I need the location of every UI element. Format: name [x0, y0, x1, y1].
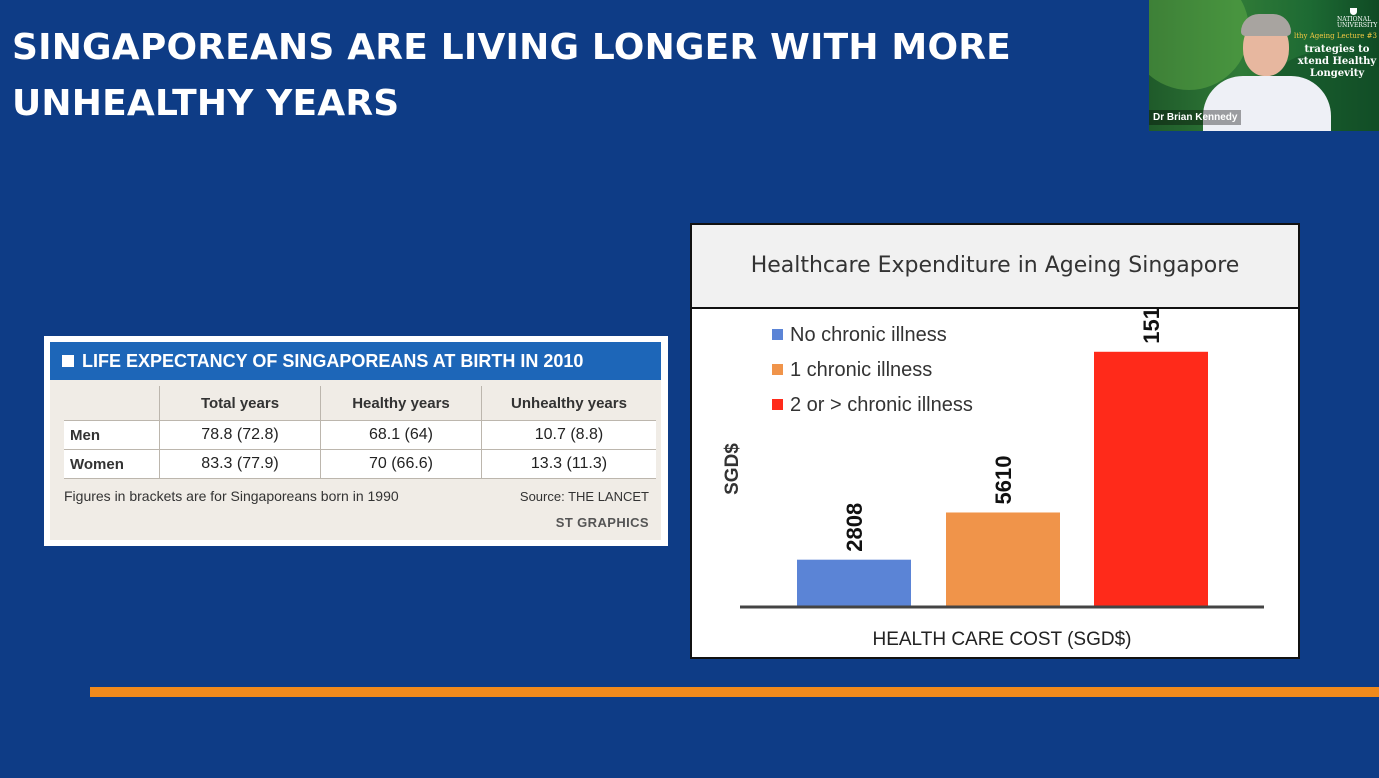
- webcam-lecture-title-line: trategies to: [1304, 44, 1370, 55]
- legend-label-2: 2 or > chronic illness: [790, 394, 973, 416]
- life-expectancy-table: Total years Healthy years Unhealthy year…: [64, 386, 656, 479]
- table-cell: 68.1 (64): [320, 420, 482, 450]
- chart-title: Healthcare Expenditure in Ageing Singapo…: [750, 253, 1240, 278]
- table-cell: 10.7 (8.8): [481, 420, 656, 450]
- slide-title-line-1: SINGAPOREANS ARE LIVING LONGER WITH MORE: [12, 27, 1011, 68]
- webcam-series-text: lthy Ageing Lecture #3: [1294, 32, 1377, 40]
- slide-title-line-2: UNHEALTHY YEARS: [12, 83, 400, 124]
- table-cell: 78.8 (72.8): [159, 420, 321, 450]
- speaker-shirt: [1203, 76, 1331, 131]
- table-header-cell: Total years: [159, 386, 321, 421]
- slide-title: SINGAPOREANS ARE LIVING LONGER WITH MORE…: [12, 20, 1012, 132]
- legend-swatch-0: [772, 329, 783, 340]
- row-label: Women: [64, 449, 160, 479]
- table-header-cell: Healthy years: [320, 386, 482, 421]
- legend-swatch-1: [772, 364, 783, 375]
- life-expectancy-table-body: Total years Healthy years Unhealthy year…: [50, 380, 661, 540]
- bar-1: [946, 512, 1060, 607]
- healthcare-expenditure-chart: Healthcare Expenditure in Ageing Singapo…: [690, 223, 1300, 659]
- bar-2: [1094, 351, 1208, 607]
- table-footnote: Figures in brackets are for Singaporeans…: [64, 488, 399, 504]
- bar-value-label-1: 5610: [991, 456, 1016, 505]
- accent-divider: [90, 687, 1379, 697]
- life-expectancy-heading: LIFE EXPECTANCY OF SINGAPOREANS AT BIRTH…: [50, 342, 661, 380]
- table-row: Men 78.8 (72.8) 68.1 (64) 10.7 (8.8): [64, 420, 656, 450]
- legend-label-1: 1 chronic illness: [790, 359, 932, 381]
- bar-value-label-2: 15148: [1139, 309, 1164, 344]
- square-bullet-icon: [62, 355, 74, 367]
- speaker-webcam-video: NATIONAL UNIVERSITY lthy Ageing Lecture #…: [1149, 0, 1379, 131]
- table-cell: 70 (66.6): [320, 449, 482, 479]
- table-header-empty: [64, 386, 160, 421]
- table-row: Women 83.3 (77.9) 70 (66.6) 13.3 (11.3): [64, 449, 656, 479]
- table-cell: 13.3 (11.3): [481, 449, 656, 479]
- speaker-figure: [1197, 14, 1337, 131]
- webcam-lecture-title-line: xtend Healthy: [1297, 56, 1377, 67]
- bar-chart-plot: No chronic illness 1 chronic illness 2 or …: [722, 309, 1264, 650]
- university-logo-icon: NATIONAL UNIVERSITY: [1337, 8, 1377, 29]
- speaker-name-tag: Dr Brian Kennedy: [1149, 110, 1242, 125]
- legend-label-0: No chronic illness: [790, 324, 947, 346]
- table-cell: 83.3 (77.9): [159, 449, 321, 479]
- speaker-hair: [1241, 14, 1291, 36]
- legend-swatch-2: [772, 399, 783, 410]
- table-source: Source: THE LANCET: [519, 489, 649, 504]
- chart-title-box: Healthcare Expenditure in Ageing Singapo…: [692, 225, 1298, 309]
- webcam-lecture-title-line: Longevity: [1309, 68, 1365, 79]
- bar-value-label-0: 2808: [842, 503, 867, 552]
- table-header-row: Total years Healthy years Unhealthy year…: [64, 386, 656, 421]
- bar-0: [797, 559, 911, 607]
- row-label: Men: [64, 420, 160, 450]
- x-axis-label: HEALTH CARE COST (SGD$): [872, 629, 1131, 650]
- table-credit: ST GRAPHICS: [555, 515, 649, 530]
- life-expectancy-heading-text: LIFE EXPECTANCY OF SINGAPOREANS AT BIRTH…: [82, 350, 584, 371]
- y-axis-label: SGD$: [722, 443, 743, 495]
- webcam-lecture-title: trategies to xtend Healthy Longevity: [1297, 44, 1377, 80]
- table-header-cell: Unhealthy years: [481, 386, 656, 421]
- life-expectancy-table-card: LIFE EXPECTANCY OF SINGAPOREANS AT BIRTH…: [44, 336, 668, 546]
